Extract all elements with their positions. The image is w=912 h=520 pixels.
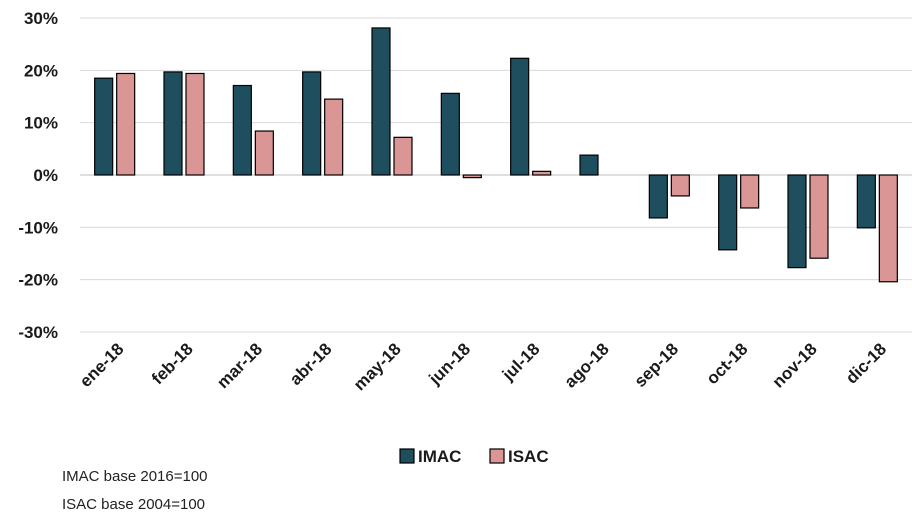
bar-isac-mar-18 bbox=[254, 130, 274, 176]
bar-imac-feb-18 bbox=[163, 71, 183, 176]
bars bbox=[94, 27, 898, 283]
legend: IMAC ISAC bbox=[399, 447, 549, 466]
bar-imac-mar-18 bbox=[232, 84, 252, 176]
bar-imac-dic-18 bbox=[856, 174, 876, 229]
bar-isac-oct-18 bbox=[740, 174, 760, 209]
y-tick-label: 0% bbox=[33, 166, 58, 185]
bar-isac-jul-18 bbox=[532, 170, 552, 176]
x-tick-label: may-18 bbox=[350, 339, 405, 394]
bar-imac-ago-18 bbox=[579, 154, 599, 176]
x-axis: ene-18 feb-18 mar-18 abr-18 may-18 jun-18 jul-… bbox=[76, 339, 890, 394]
note-imac-base: IMAC base 2016=100 bbox=[62, 468, 208, 485]
x-tick-label: sep-18 bbox=[631, 339, 683, 391]
bar-isac-feb-18 bbox=[185, 72, 205, 176]
y-tick-label: 30% bbox=[24, 9, 58, 28]
y-tick-label: 20% bbox=[24, 61, 58, 80]
bar-isac-dic-18 bbox=[878, 174, 898, 283]
x-tick-label: jun-18 bbox=[425, 339, 475, 389]
note-isac-base: ISAC base 2004=100 bbox=[62, 496, 206, 513]
bar-isac-sep-18 bbox=[670, 174, 690, 197]
bar-isac-abr-18 bbox=[324, 98, 344, 176]
x-tick-label: abr-18 bbox=[286, 339, 336, 389]
bar-imac-jul-18 bbox=[510, 57, 530, 176]
bar-imac-sep-18 bbox=[648, 174, 668, 219]
y-tick-label: -10% bbox=[18, 218, 58, 237]
x-tick-label: dic-18 bbox=[842, 339, 890, 387]
bar-isac-nov-18 bbox=[809, 174, 829, 259]
bar-isac-jun-18 bbox=[462, 174, 482, 179]
legend-label-isac: ISAC bbox=[508, 447, 549, 466]
x-tick-label: feb-18 bbox=[148, 339, 197, 388]
legend-swatch-isac bbox=[489, 448, 505, 464]
bar-imac-may-18 bbox=[371, 27, 391, 176]
bar-isac-ene-18 bbox=[116, 72, 136, 176]
bar-imac-oct-18 bbox=[718, 174, 738, 251]
bar-isac-may-18 bbox=[393, 136, 413, 176]
x-tick-label: nov-18 bbox=[769, 339, 821, 391]
x-tick-label: oct-18 bbox=[703, 339, 752, 388]
x-tick-label: ene-18 bbox=[76, 339, 128, 391]
bar-imac-nov-18 bbox=[787, 174, 807, 269]
y-tick-label: -20% bbox=[18, 271, 58, 290]
bar-imac-jun-18 bbox=[440, 92, 460, 176]
y-tick-label: -30% bbox=[18, 323, 58, 342]
legend-label-imac: IMAC bbox=[418, 447, 461, 466]
x-tick-label: mar-18 bbox=[213, 339, 266, 392]
x-tick-label: ago-18 bbox=[561, 339, 613, 391]
legend-swatch-imac bbox=[399, 448, 415, 464]
y-tick-label: 10% bbox=[24, 114, 58, 133]
gridlines bbox=[80, 17, 912, 333]
bar-imac-abr-18 bbox=[302, 71, 322, 176]
bar-imac-ene-18 bbox=[94, 77, 114, 176]
y-axis: 30% 20% 10% 0% -10% -20% -30% bbox=[18, 9, 58, 342]
x-tick-label: jul-18 bbox=[498, 339, 544, 385]
